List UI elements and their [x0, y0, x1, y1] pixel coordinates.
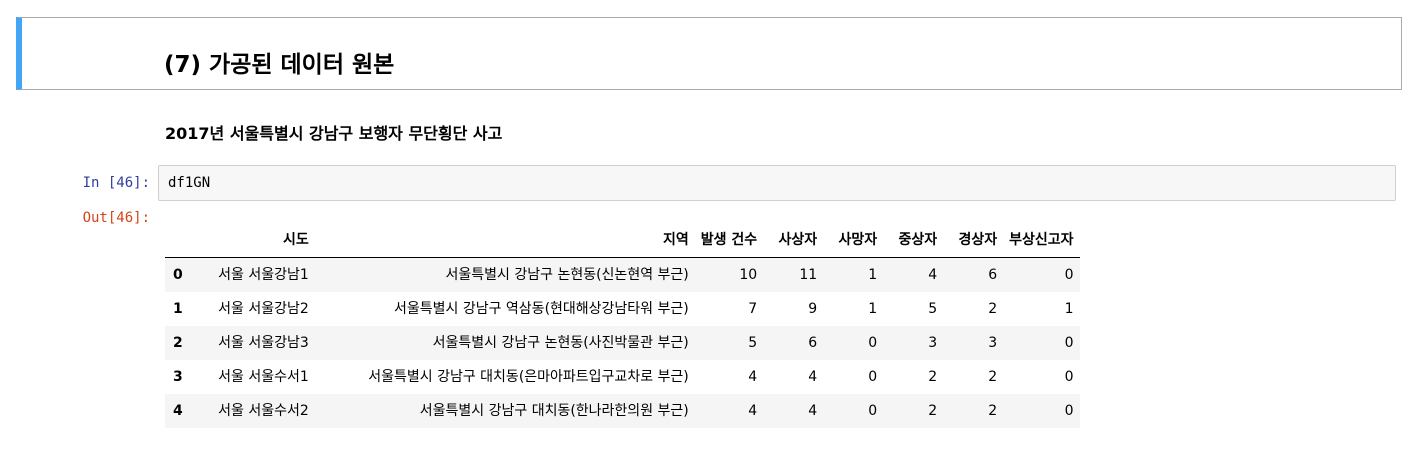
cell-casualties: 11 [799, 267, 818, 283]
dataframe-table: 시도 지역 발생 건수 사상자 사망자 중상자 경상자 부상신고자 0 서울 서… [165, 223, 1080, 428]
cell-deaths: 0 [868, 403, 878, 419]
row-index: 0 [173, 267, 183, 283]
column-header-occurrences: 발생 건수 [694, 223, 764, 258]
table-row: 3 서울 서울수서1 서울특별시 강남구 대치동(은마아파트입구교차로 부근) … [165, 360, 1080, 394]
cell-minor: 6 [988, 267, 998, 283]
cell-casualties: 9 [808, 301, 818, 317]
markdown-cell-selected[interactable]: (7) 가공된 데이터 원본 [16, 17, 1402, 90]
cell-region: 서울특별시 강남구 논현동(신논현역 부근) [445, 267, 689, 283]
column-header-casualties: 사상자 [763, 223, 824, 258]
cell-sido: 서울 서울강남3 [218, 335, 309, 351]
cell-reported: 0 [1064, 369, 1074, 385]
cell-occurrences: 4 [748, 369, 758, 385]
input-prompt: In [46]: [82, 175, 150, 191]
cell-casualties: 4 [808, 369, 818, 385]
cell-deaths: 0 [868, 335, 878, 351]
cell-serious: 4 [928, 267, 938, 283]
cell-minor: 2 [988, 403, 998, 419]
row-index: 3 [173, 369, 183, 385]
cell-reported: 0 [1064, 335, 1074, 351]
cell-minor: 2 [988, 369, 998, 385]
cell-casualties: 4 [808, 403, 818, 419]
cell-reported: 1 [1064, 301, 1074, 317]
output-prompt: Out[46]: [82, 210, 150, 226]
cell-sido: 서울 서울강남2 [218, 301, 309, 317]
column-header-region: 지역 [314, 223, 695, 258]
table-header-row: 시도 지역 발생 건수 사상자 사망자 중상자 경상자 부상신고자 [165, 223, 1080, 258]
table-row: 2 서울 서울강남3 서울특별시 강남구 논현동(사진박물관 부근) 5 6 0… [165, 326, 1080, 360]
cell-region: 서울특별시 강남구 대치동(한나라한의원 부근) [419, 403, 689, 419]
cell-region: 서울특별시 강남구 논현동(사진박물관 부근) [432, 335, 689, 351]
column-header-serious: 중상자 [883, 223, 944, 258]
cell-reported: 0 [1064, 403, 1074, 419]
cell-sido: 서울 서울수서2 [218, 403, 309, 419]
table-row: 0 서울 서울강남1 서울특별시 강남구 논현동(신논현역 부근) 10 11 … [165, 257, 1080, 292]
cell-occurrences: 5 [748, 335, 758, 351]
code-input-area[interactable]: df1GN [158, 165, 1396, 201]
index-header [165, 223, 193, 258]
cell-region: 서울특별시 강남구 역삼동(현대해상강남타워 부근) [393, 301, 689, 317]
cell-casualties: 6 [808, 335, 818, 351]
cell-deaths: 1 [868, 301, 878, 317]
cell-sido: 서울 서울강남1 [218, 267, 309, 283]
row-index: 1 [173, 301, 183, 317]
cell-occurrences: 10 [739, 267, 758, 283]
cell-minor: 3 [988, 335, 998, 351]
cell-deaths: 1 [868, 267, 878, 283]
cell-region: 서울특별시 강남구 대치동(은마아파트입구교차로 부근) [368, 369, 689, 385]
cell-deaths: 0 [868, 369, 878, 385]
column-header-minor: 경상자 [943, 223, 1004, 258]
cell-occurrences: 7 [748, 301, 758, 317]
table-row: 4 서울 서울수서2 서울특별시 강남구 대치동(한나라한의원 부근) 4 4 … [165, 394, 1080, 428]
cell-serious: 2 [928, 403, 938, 419]
section-heading: (7) 가공된 데이터 원본 [164, 52, 395, 78]
column-header-deaths: 사망자 [823, 223, 884, 258]
row-index: 2 [173, 335, 183, 351]
cell-reported: 0 [1064, 267, 1074, 283]
code-text[interactable]: df1GN [168, 175, 211, 191]
cell-serious: 3 [928, 335, 938, 351]
cell-occurrences: 4 [748, 403, 758, 419]
cell-minor: 2 [988, 301, 998, 317]
cell-serious: 2 [928, 369, 938, 385]
subheading: 2017년 서울특별시 강남구 보행자 무단횡단 사고 [165, 124, 503, 143]
cell-sido: 서울 서울수서1 [218, 369, 309, 385]
column-header-sido: 시도 [192, 223, 315, 258]
table-row: 1 서울 서울강남2 서울특별시 강남구 역삼동(현대해상강남타워 부근) 7 … [165, 292, 1080, 326]
column-header-reported: 부상신고자 [1003, 223, 1080, 258]
cell-serious: 5 [928, 301, 938, 317]
row-index: 4 [173, 403, 183, 419]
